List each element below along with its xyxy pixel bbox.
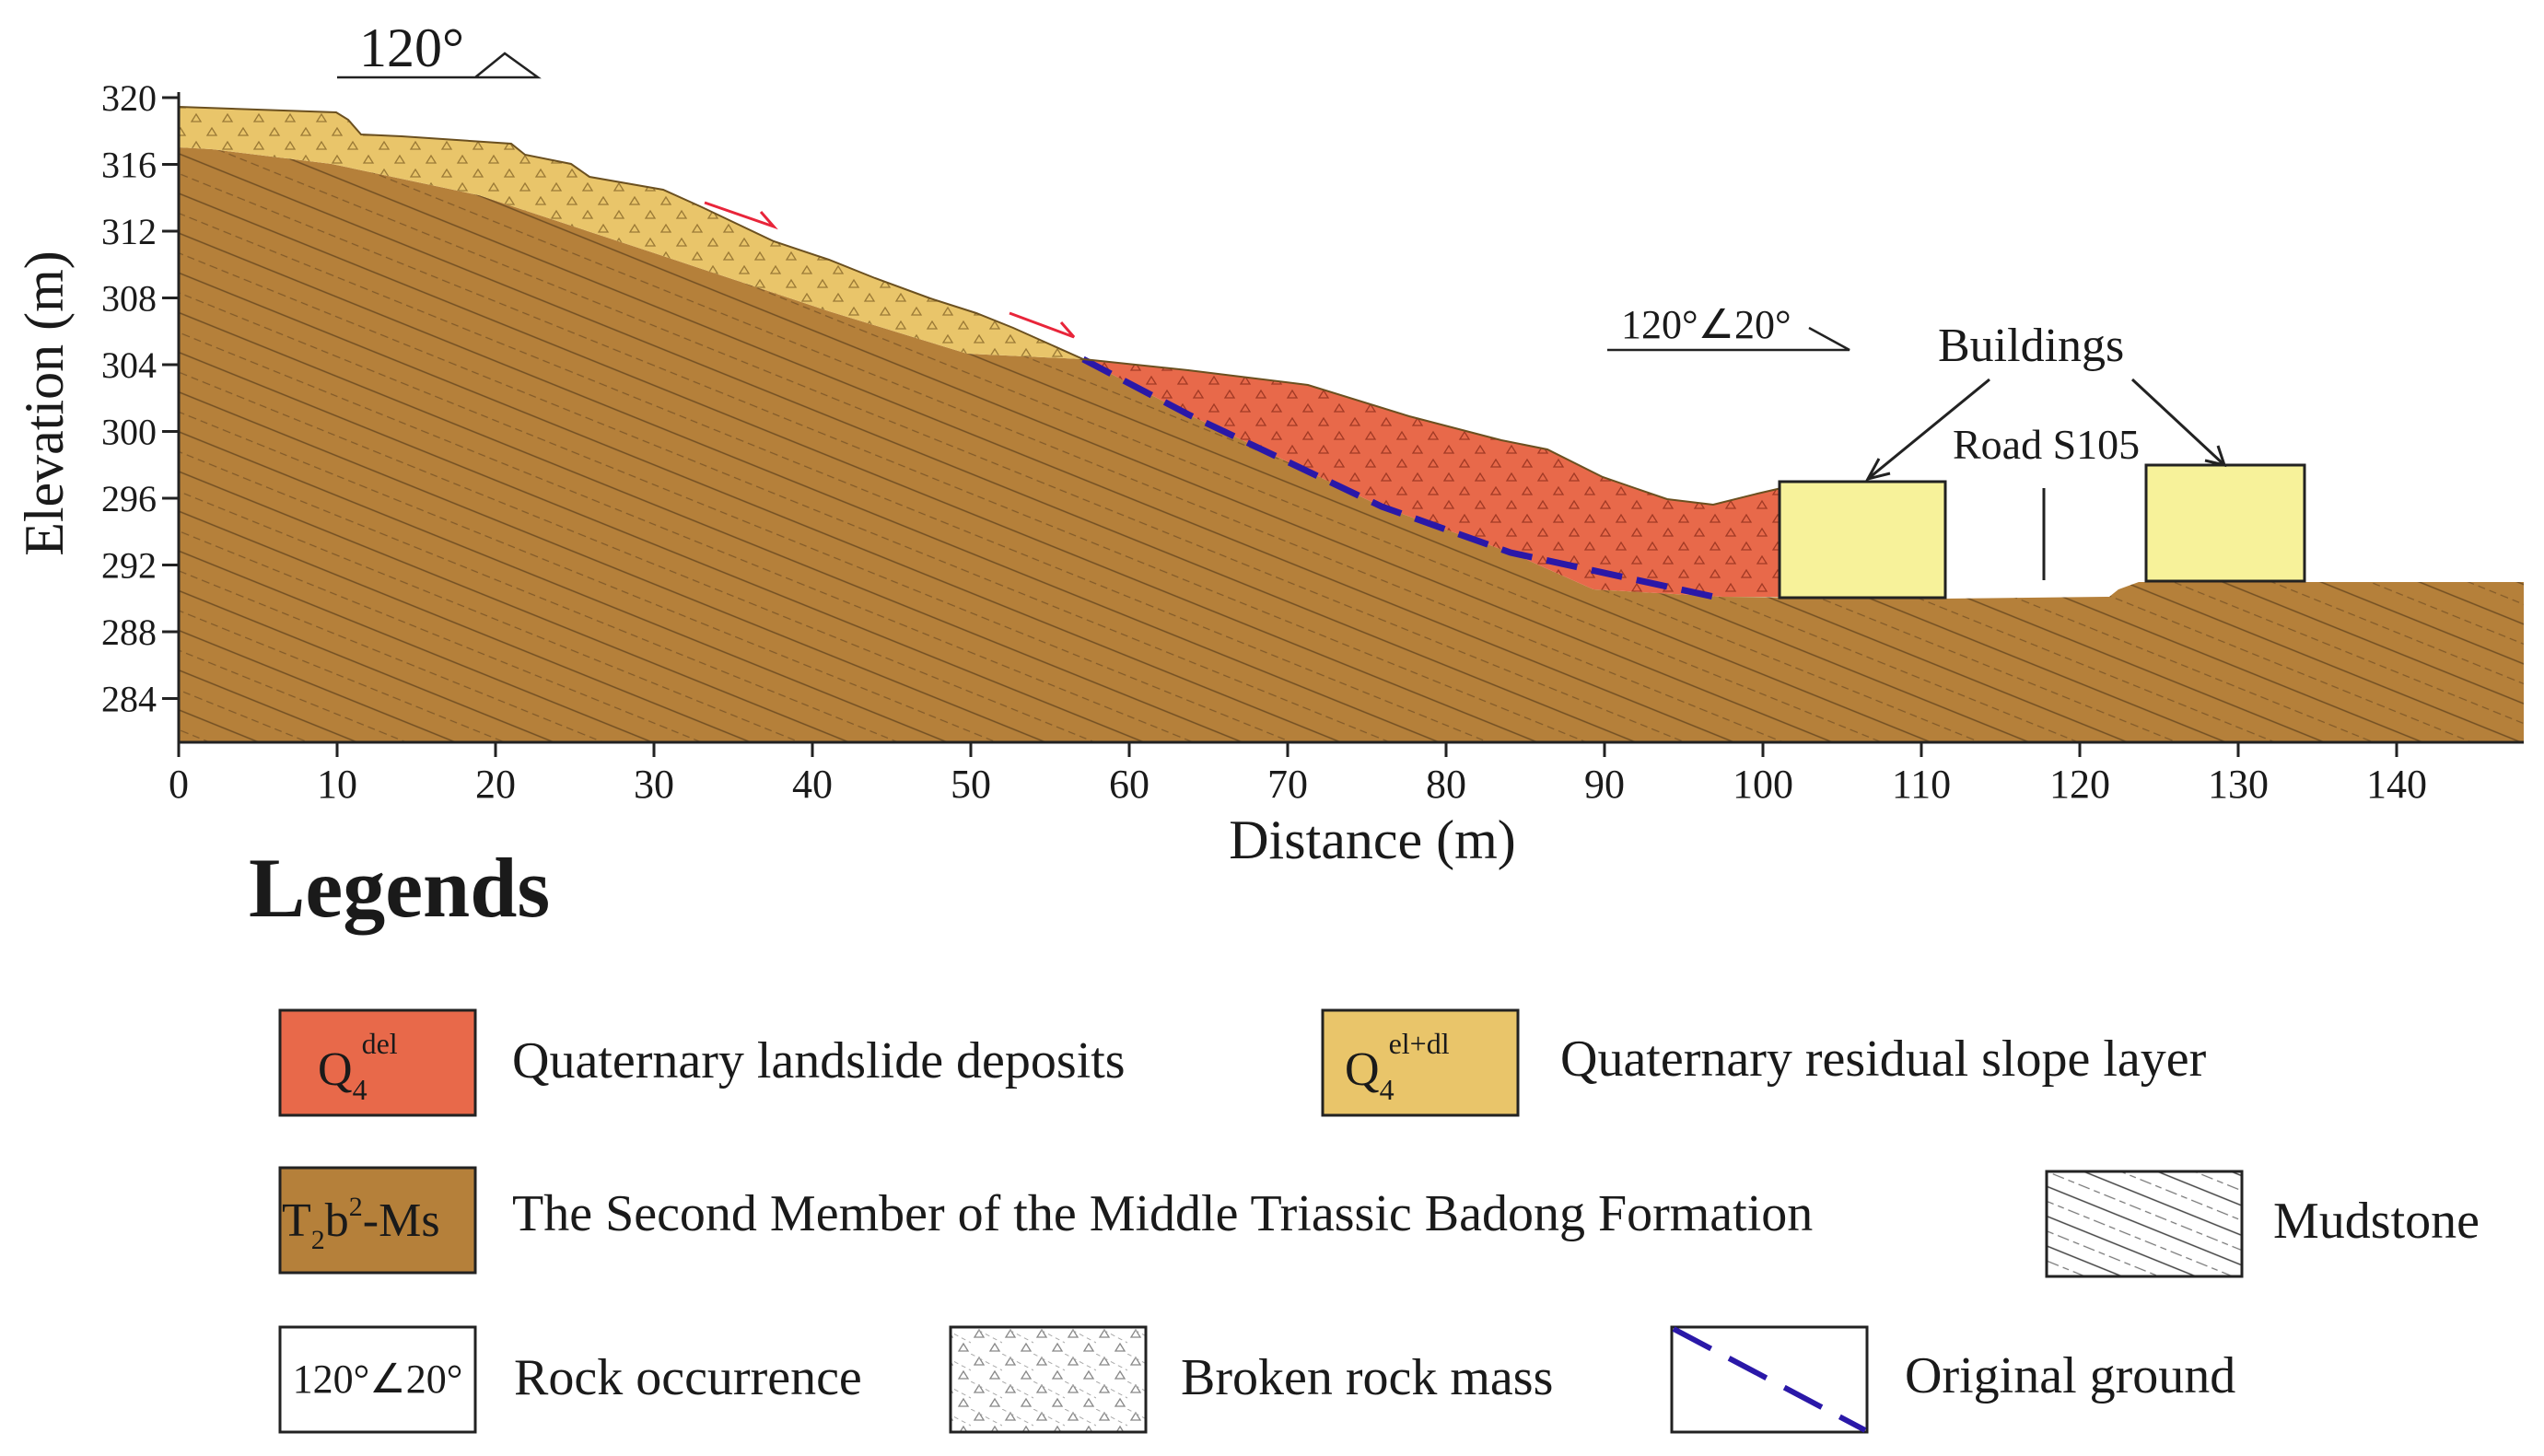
y-tick-label: 300 xyxy=(101,412,157,453)
legend-item-original-ground: Original ground xyxy=(1670,1325,2235,1434)
mudstone-label: Mudstone xyxy=(2273,1193,2480,1250)
x-tick-label: 40 xyxy=(792,762,833,807)
x-tick-label: 110 xyxy=(1892,762,1951,807)
profile-strike-symbol xyxy=(337,52,542,79)
x-tick-label: 70 xyxy=(1267,762,1308,807)
broken-rock-pattern-icon xyxy=(949,1325,1148,1434)
x-axis-title: Distance (m) xyxy=(1229,810,1516,870)
y-tick-label: 304 xyxy=(101,344,157,386)
badong-symbol: T2b2-Ms xyxy=(282,1192,440,1255)
original-ground-label: Original ground xyxy=(1905,1347,2235,1404)
broken-rock-label: Broken rock mass xyxy=(1181,1349,1553,1406)
slip-direction-arrows xyxy=(704,201,1076,339)
buildings-arrows xyxy=(1865,378,2227,482)
legend-item-rock-occurrence: 120°∠20° Rock occurrence xyxy=(278,1325,862,1434)
landslide-label: Quaternary landslide deposits xyxy=(512,1032,1126,1089)
landslide-swatch xyxy=(278,1008,477,1117)
x-tick-label: 0 xyxy=(169,762,189,807)
y-tick-label: 320 xyxy=(101,77,157,119)
x-tick-label: 100 xyxy=(1733,762,1793,807)
badong-label: The Second Member of the Middle Triassic… xyxy=(512,1185,1813,1242)
x-tick-label: 10 xyxy=(317,762,357,807)
landslide-broken-rock xyxy=(1083,359,1781,597)
badong-swatch xyxy=(278,1166,477,1275)
legend-item-badong-formation: T2b2-Ms The Second Member of the Middle … xyxy=(278,1166,1813,1275)
road-label: Road S105 xyxy=(1953,421,2140,468)
y-axis-title: Elevation (m) xyxy=(14,250,75,556)
x-tick-label: 120 xyxy=(2049,762,2110,807)
x-tick-label: 130 xyxy=(2208,762,2269,807)
rock-occurrence-symbol: 120°∠20° xyxy=(293,1357,463,1402)
buildings-label: Buildings xyxy=(1938,320,2124,372)
legend-item-mudstone: Mudstone xyxy=(2045,1170,2480,1278)
residual-symbol: Q4el+dl xyxy=(1345,1027,1450,1106)
residual-label: Quaternary residual slope layer xyxy=(1560,1031,2207,1088)
y-tick-label: 296 xyxy=(101,478,157,519)
x-tick-label: 60 xyxy=(1109,762,1149,807)
original-ground-line xyxy=(1081,355,1723,602)
y-tick-label: 312 xyxy=(101,211,157,252)
x-tick-label: 80 xyxy=(1426,762,1466,807)
legend-item-landslide-deposits: Q4del Quaternary landslide deposits xyxy=(278,1008,1126,1117)
profile-strike-label: 120° xyxy=(359,17,464,78)
rock-occurrence-label: Rock occurrence xyxy=(514,1349,862,1406)
x-tick-label: 140 xyxy=(2366,762,2427,807)
building-right xyxy=(2144,463,2306,583)
dashed-line-icon xyxy=(1672,1326,1867,1433)
landslide-symbol: Q4del xyxy=(318,1027,398,1106)
bedrock-mudstone-hatch xyxy=(179,147,2524,742)
ground-surface-outline xyxy=(178,106,1782,507)
x-tick-label: 20 xyxy=(475,762,516,807)
building-left xyxy=(1778,480,1947,600)
x-tick-label: 90 xyxy=(1584,762,1625,807)
y-tick-label: 292 xyxy=(101,545,157,587)
x-tick-label: 30 xyxy=(634,762,674,807)
residual-swatch xyxy=(1321,1008,1520,1117)
legend-item-broken-rock-mass: Broken rock mass xyxy=(949,1325,1553,1434)
y-tick-label: 308 xyxy=(101,278,157,320)
y-axis-ticks: 320 316 312 308 304 300 296 292 288 284 xyxy=(101,77,179,720)
legend-title: Legends xyxy=(249,841,550,935)
y-tick-label: 316 xyxy=(101,145,157,186)
rock-attitude-dip-symbol xyxy=(1607,326,1850,352)
x-tick-label: 50 xyxy=(951,762,991,807)
mudstone-pattern-icon xyxy=(2045,1170,2244,1278)
legend-item-residual-slope-layer: Q4el+dl Quaternary residual slope layer xyxy=(1321,1008,2207,1117)
y-tick-label: 288 xyxy=(101,612,157,653)
rock-occurrence-swatch xyxy=(278,1325,477,1434)
rock-attitude-annotation: 120°∠20° xyxy=(1621,302,1791,347)
y-tick-label: 284 xyxy=(101,679,157,720)
residual-slope-broken-rock xyxy=(179,107,1083,359)
x-axis-ticks: 0 10 20 30 40 50 60 70 80 90 100 110 120 130 140 xyxy=(169,742,2427,807)
